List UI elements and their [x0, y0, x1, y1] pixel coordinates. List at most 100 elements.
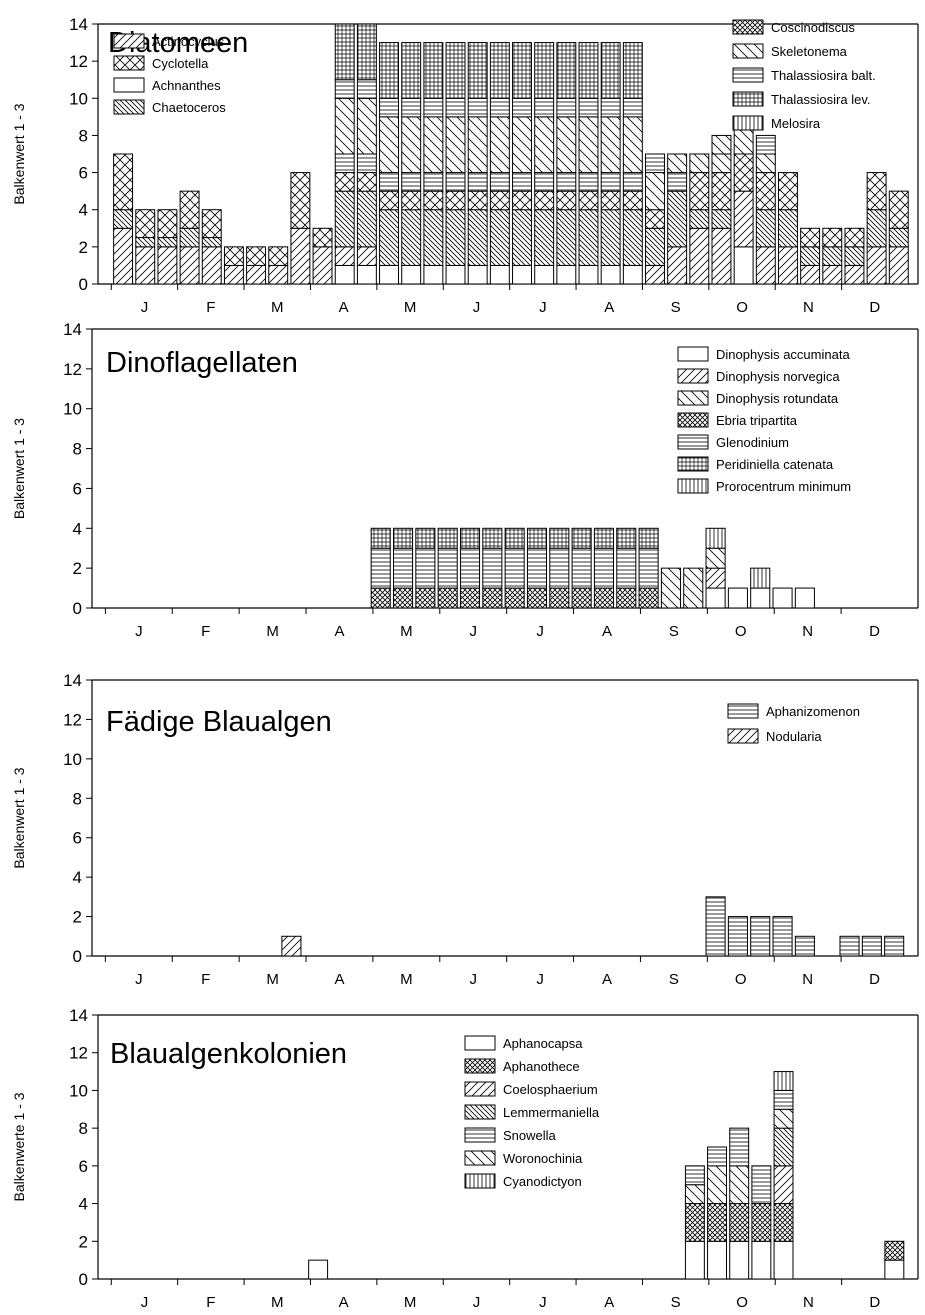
bar-segment-cyclotella	[534, 190, 555, 211]
bar-segment-chaetoceros	[467, 209, 488, 266]
bar-segment-thalassiosira-balt	[578, 172, 599, 192]
bar-segment-lemmermaniella	[773, 1127, 794, 1167]
bar-segment-aphanizomenon	[884, 935, 905, 957]
bar-segment-achnanthes	[534, 264, 555, 285]
bar-segment-actinocyclus	[157, 246, 178, 285]
x-tick-label-month: N	[803, 299, 814, 316]
legend-label-dinophysis-rotundata: Dinophysis rotundata	[716, 391, 839, 406]
y-tick-label: 4	[79, 1195, 88, 1214]
bar-segment-ebria-tripartita	[638, 587, 659, 609]
legend-swatch-coelosphaerium	[464, 1081, 496, 1097]
legend-label-coelosphaerium: Coelosphaerium	[503, 1082, 598, 1097]
x-tick-label-month: F	[201, 623, 210, 640]
legend-label-aphanizomenon: Aphanizomenon	[766, 704, 860, 719]
bar-segment-cyclotella	[777, 172, 798, 211]
legend-swatch-lemmermaniella	[464, 1104, 496, 1120]
bar-segment-thalassiosira-balt	[356, 79, 377, 99]
bar-segment-skeletonema	[711, 153, 732, 174]
bar-segment-ebria-tripartita	[437, 587, 458, 609]
y-tick-label: 6	[73, 829, 82, 848]
y-tick-label: 6	[73, 479, 82, 498]
y-tick-label: 4	[79, 201, 88, 220]
bar-segment-glenodinium	[437, 547, 458, 589]
bar-segment-skeletonema	[489, 116, 510, 174]
bar-segment-cyclotella	[822, 227, 843, 248]
bar-segment-cyclotella	[246, 246, 267, 266]
bar-segment-thalassiosira-balt	[622, 172, 643, 192]
y-tick-label: 8	[79, 1119, 88, 1138]
legend-label-coscinodiscus: Coscinodiscus	[771, 20, 855, 35]
bar-segment-chaetoceros	[512, 209, 532, 266]
bar-segment-dinophysis-accuminata	[750, 587, 771, 609]
bar-segment-ebria-tripartita	[459, 587, 481, 609]
bar-segment-peridiniella-catenata	[459, 527, 481, 549]
bar-segment-cyclotella	[445, 190, 466, 211]
bar-segment-thalassiosira-balt	[600, 97, 621, 118]
bar-segment-thalassiosira-lev	[578, 42, 599, 99]
legend-swatch-achnanthes	[113, 77, 145, 93]
bar-segment-skeletonema	[334, 97, 355, 155]
bar-segment-skeletonema	[467, 116, 488, 174]
bar-segment-chaetoceros	[888, 227, 909, 248]
bar-segment-peridiniella-catenata	[549, 527, 570, 549]
bar-segment-skeletonema	[578, 116, 599, 174]
bar-segment-aphanothece	[684, 1203, 705, 1242]
legend-swatch-glenodinium	[677, 434, 709, 450]
x-tick-label-month: M	[271, 299, 284, 316]
bar-segment-skeletonema	[423, 116, 444, 174]
bar-segment-aphanizomenon	[705, 896, 726, 957]
bar-segment-actinocyclus	[888, 246, 909, 285]
bar-segment-glenodinium	[616, 547, 637, 589]
y-tick-label: 12	[69, 1044, 88, 1063]
legend-label-woronochinia: Woronochinia	[503, 1151, 583, 1166]
bar-segment-dinophysis-rotundata	[705, 547, 726, 569]
bar-segment-cyclotella	[157, 209, 178, 239]
y-tick-label: 8	[79, 126, 88, 145]
bar-segment-aphanothece	[773, 1203, 794, 1242]
y-tick-label: 10	[69, 89, 88, 108]
x-tick-label-month: M	[404, 299, 417, 316]
bar-segment-achnanthes	[445, 264, 466, 285]
y-tick-label: 14	[63, 671, 82, 690]
bar-segment-cyclotella	[401, 190, 422, 211]
bar-segment-peridiniella-catenata	[638, 527, 659, 549]
bar-segment-glenodinium	[526, 547, 548, 589]
bar-segment-chaetoceros	[645, 227, 665, 266]
bar-segment-glenodinium	[593, 547, 615, 589]
bar-segment-woronochinia	[707, 1165, 728, 1205]
bar-segment-skeletonema	[711, 134, 732, 155]
bar-segment-achnanthes	[733, 246, 754, 285]
x-tick-label-month: O	[736, 299, 748, 316]
bar-segment-chaetoceros	[622, 209, 643, 266]
bar-segment-achnanthes	[401, 264, 422, 285]
bar-segment-skeletonema	[379, 116, 400, 174]
bar-segment-ebria-tripartita	[549, 587, 570, 609]
chart-title: Dinoflagellaten	[106, 347, 298, 379]
bar-segment-cyclotella	[866, 172, 887, 211]
bar-segment-snowella	[684, 1165, 705, 1186]
bar-segment-peridiniella-catenata	[437, 527, 458, 549]
x-tick-label-month: J	[135, 971, 143, 988]
bar-segment-ebria-tripartita	[370, 587, 391, 609]
bar-segment-chaetoceros	[157, 237, 178, 248]
bar-segment-skeletonema	[556, 116, 577, 174]
bar-segment-achnanthes	[600, 264, 621, 285]
bar-segment-aphanocapsa	[707, 1240, 728, 1280]
bar-segment-thalassiosira-lev	[445, 42, 466, 99]
bar-segment-chaetoceros	[800, 246, 821, 266]
bar-segment-actinocyclus	[711, 227, 732, 285]
bar-segment-cyclotella	[645, 209, 665, 229]
bar-segment-peridiniella-catenata	[571, 527, 592, 549]
x-tick-label-month: J	[536, 623, 544, 640]
bar-segment-thalassiosira-balt	[489, 172, 510, 192]
bar-segment-cyclotella	[223, 246, 244, 266]
y-tick-label: 12	[63, 360, 82, 379]
bar-segment-cyclotella	[135, 209, 156, 239]
legend-swatch-woronochinia	[464, 1150, 496, 1166]
bar-segment-cyanodictyon	[773, 1071, 794, 1091]
x-tick-label-month: A	[339, 1294, 349, 1311]
bar-segment-achnanthes	[334, 264, 355, 285]
bar-segment-thalassiosira-balt	[600, 172, 621, 192]
